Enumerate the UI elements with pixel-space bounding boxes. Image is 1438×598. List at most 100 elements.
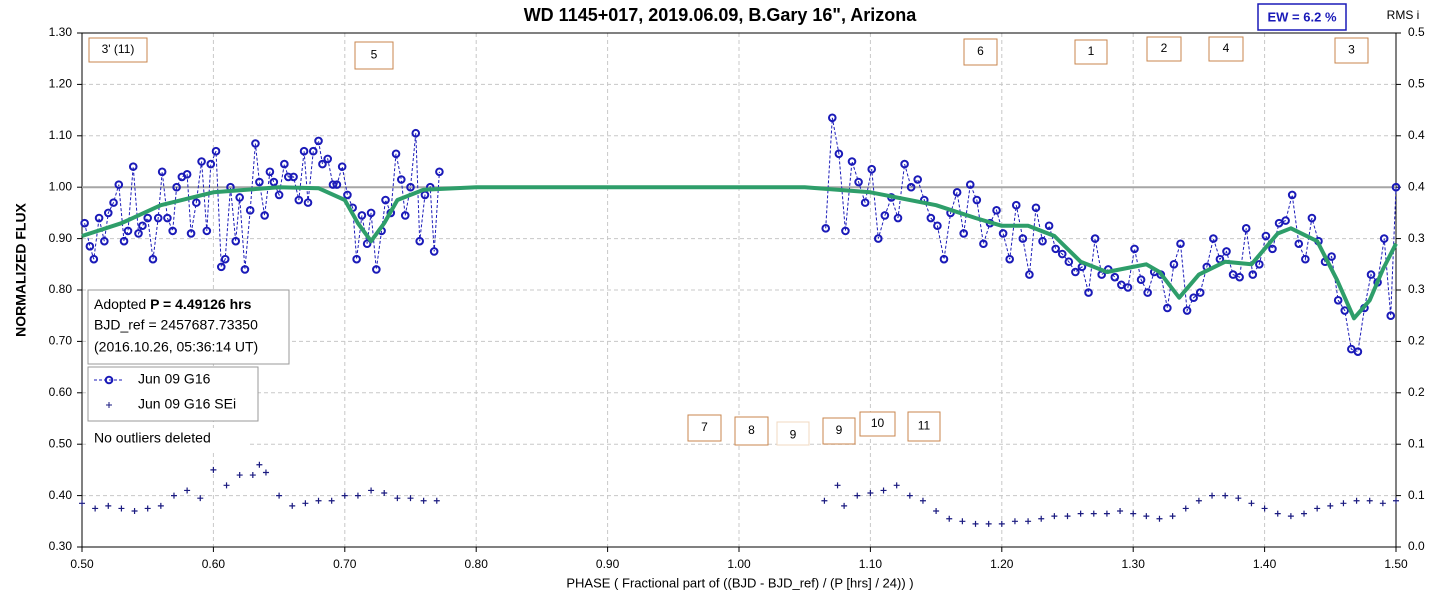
annotation-box bbox=[963, 38, 998, 66]
data-point bbox=[92, 505, 99, 512]
legend-box bbox=[87, 366, 259, 422]
data-point bbox=[163, 213, 172, 223]
annotation-box bbox=[1208, 36, 1244, 62]
data-point bbox=[269, 177, 279, 187]
annotation-box bbox=[734, 416, 769, 446]
data-point bbox=[1235, 272, 1244, 282]
data-point bbox=[302, 500, 309, 507]
y-tick-label: 0.90 bbox=[49, 231, 73, 245]
data-point bbox=[1005, 254, 1014, 264]
annotation-box bbox=[776, 421, 810, 446]
y-tick-label: 0.70 bbox=[49, 334, 73, 348]
y2-tick-label: 0.5 bbox=[1408, 77, 1425, 91]
legend-marker bbox=[104, 375, 114, 385]
x-tick-label: 0.50 bbox=[70, 557, 94, 571]
legend-label: Jun 09 G16 bbox=[138, 371, 211, 387]
data-point bbox=[172, 182, 181, 192]
x-tick-label: 1.10 bbox=[859, 557, 883, 571]
data-point bbox=[289, 172, 298, 182]
x-tick-label: 0.70 bbox=[333, 557, 357, 571]
data-point bbox=[337, 162, 347, 171]
data-point bbox=[946, 515, 953, 522]
data-point bbox=[400, 211, 410, 220]
data-point bbox=[1301, 510, 1308, 517]
data-point bbox=[197, 495, 204, 502]
data-point bbox=[138, 221, 147, 231]
data-point bbox=[979, 239, 988, 249]
data-point bbox=[429, 247, 439, 256]
data-point bbox=[1090, 234, 1100, 243]
data-point bbox=[1333, 295, 1343, 305]
data-point bbox=[210, 466, 217, 473]
data-point bbox=[276, 492, 283, 499]
data-point bbox=[352, 254, 361, 264]
data-point bbox=[357, 211, 367, 220]
data-point bbox=[123, 226, 133, 236]
data-point bbox=[1130, 510, 1137, 517]
data-point bbox=[1274, 510, 1281, 517]
data-point bbox=[170, 492, 177, 499]
data-point bbox=[343, 190, 352, 200]
data-point bbox=[1366, 497, 1373, 504]
chart-title: WD 1145+017, 2019.06.09, B.Gary 16", Ari… bbox=[524, 5, 918, 25]
data-point bbox=[1071, 267, 1080, 277]
y2-tick-label: 0.0 bbox=[1408, 539, 1425, 553]
data-point bbox=[1064, 513, 1071, 520]
legend-label: Jun 09 G16 SEi bbox=[138, 396, 236, 412]
data-point bbox=[959, 518, 966, 525]
data-point bbox=[1287, 190, 1297, 200]
data-point bbox=[1195, 288, 1205, 297]
data-point bbox=[1294, 239, 1304, 249]
data-point bbox=[109, 198, 118, 207]
data-point bbox=[153, 213, 163, 223]
x-tick-label: 0.80 bbox=[465, 557, 489, 571]
data-point bbox=[435, 167, 444, 177]
data-point bbox=[256, 461, 263, 468]
data-point bbox=[314, 136, 323, 146]
note-bg bbox=[88, 428, 250, 450]
data-point bbox=[841, 502, 848, 509]
data-point bbox=[1130, 244, 1139, 254]
data-point bbox=[236, 472, 243, 479]
data-point bbox=[245, 206, 255, 215]
y2-tick-label: 0.2 bbox=[1408, 385, 1425, 399]
data-point bbox=[381, 490, 388, 497]
data-point bbox=[1222, 247, 1231, 256]
data-point bbox=[372, 265, 381, 274]
data-point bbox=[131, 508, 138, 515]
data-point bbox=[1353, 497, 1360, 504]
y-tick-label: 0.50 bbox=[49, 436, 73, 450]
data-point bbox=[1169, 260, 1179, 269]
data-point bbox=[1090, 510, 1097, 517]
note-line: (2016.10.26, 05:36:14 UT) bbox=[94, 339, 258, 355]
data-point bbox=[144, 505, 151, 512]
data-point bbox=[841, 226, 850, 236]
data-point bbox=[280, 159, 289, 169]
data-point bbox=[216, 262, 226, 272]
y2-tick-label: 0.4 bbox=[1408, 179, 1425, 193]
data-point bbox=[1018, 234, 1028, 243]
annotation-box bbox=[88, 37, 148, 63]
y-tick-label: 0.60 bbox=[49, 385, 73, 399]
y2-tick-label: 0.1 bbox=[1408, 488, 1425, 502]
data-point bbox=[260, 211, 269, 220]
data-point bbox=[328, 497, 335, 504]
y-tick-label: 0.40 bbox=[49, 488, 73, 502]
data-point bbox=[873, 234, 883, 243]
data-point bbox=[366, 208, 376, 218]
data-point bbox=[860, 198, 870, 207]
data-point bbox=[998, 229, 1008, 238]
annotation-box bbox=[1334, 37, 1369, 64]
data-point bbox=[80, 218, 89, 228]
data-point bbox=[1084, 288, 1093, 297]
annotation-label: 9 bbox=[836, 423, 843, 437]
data-point bbox=[1261, 231, 1271, 241]
data-point bbox=[926, 213, 936, 223]
data-point bbox=[1327, 252, 1336, 261]
data-point bbox=[1301, 254, 1310, 264]
data-point bbox=[1064, 257, 1074, 267]
annotation-label: 9 bbox=[790, 428, 797, 442]
annotation-label: 2 bbox=[1161, 41, 1168, 55]
note-prefix: Adopted bbox=[94, 296, 146, 312]
data-point bbox=[265, 167, 275, 177]
